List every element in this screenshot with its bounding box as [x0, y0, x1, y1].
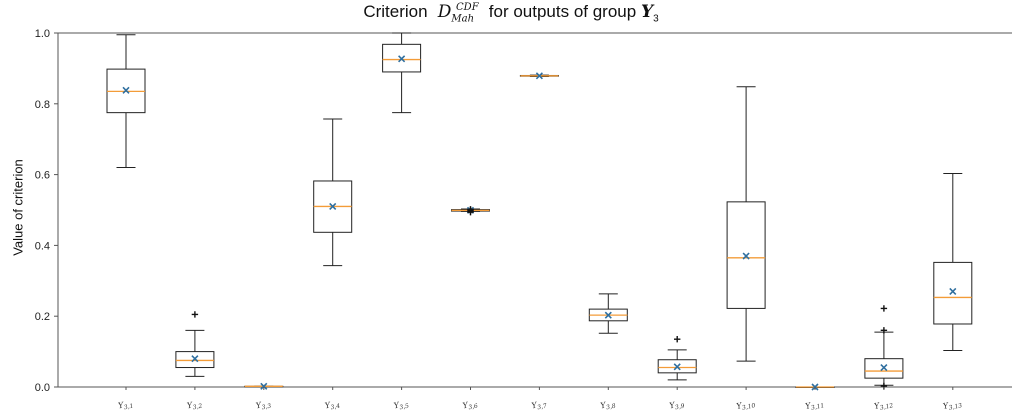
y-tick-label: 0.2	[35, 311, 50, 323]
mean-marker	[398, 55, 406, 63]
box-1	[106, 34, 146, 169]
title-prefix: Criterion	[363, 2, 428, 21]
x-tick-label: Y3,5	[393, 399, 410, 413]
flier-marker	[880, 305, 888, 312]
box-8	[588, 293, 628, 334]
mean-marker	[191, 355, 199, 363]
x-tick-label: Y3,1	[117, 399, 134, 413]
mean-marker	[260, 382, 268, 390]
x-tick-label: Y3,7	[531, 399, 548, 413]
title-symbol: DMahCDF	[432, 2, 484, 25]
mean-marker	[604, 311, 612, 319]
title-symbol-letter: D	[437, 2, 452, 22]
x-tick-label: Y3,11	[804, 398, 825, 413]
x-tick-label: Y3,13	[942, 398, 963, 413]
box-12	[864, 305, 904, 390]
x-tick-label: Y3,10	[736, 398, 757, 413]
x-tick-label: Y3,8	[600, 399, 617, 413]
y-tick-label: 1.0	[35, 28, 50, 40]
title-subscript: Mah	[451, 13, 475, 25]
box-body	[726, 201, 766, 309]
mean-marker	[880, 363, 888, 372]
box-5	[382, 32, 422, 114]
x-tick-label: Y3,12	[873, 398, 894, 413]
box-13	[933, 173, 973, 352]
box-4	[313, 118, 353, 267]
box-9	[657, 336, 697, 381]
box-6	[451, 206, 490, 216]
mean-marker	[122, 86, 130, 94]
y-tick-label: 0.6	[35, 170, 50, 182]
box-body	[175, 351, 215, 369]
flier-marker	[880, 327, 888, 334]
y-tick-label: 0.8	[35, 99, 50, 111]
x-tick-label: Y3,2	[186, 399, 203, 413]
title-suffix: for outputs of group	[488, 2, 637, 21]
mean-marker	[673, 363, 681, 371]
mean-marker	[742, 252, 750, 260]
flier-marker	[467, 206, 474, 213]
box-7	[519, 72, 559, 80]
flier-marker	[191, 311, 199, 318]
box-2	[175, 311, 215, 377]
box-body	[657, 359, 697, 374]
flier-marker	[674, 336, 681, 343]
box-body	[382, 43, 422, 73]
title-superscript: CDF	[456, 2, 479, 14]
x-tick-label: Y3,3	[255, 399, 272, 413]
title-group: Y	[640, 2, 654, 22]
box-body	[933, 261, 973, 325]
box-3	[244, 382, 284, 390]
box-10	[726, 86, 766, 362]
title-group-index: 3	[653, 13, 659, 25]
mean-marker	[329, 202, 337, 211]
y-tick-label: 0.4	[35, 240, 50, 252]
mean-marker	[949, 287, 957, 295]
x-tick-label: Y3,9	[668, 399, 685, 413]
mean-marker	[535, 72, 543, 80]
chart-title: Criterion DMahCDF for outputs of group Y…	[0, 2, 1022, 24]
y-tick-label: 0.0	[35, 382, 50, 394]
box-body	[864, 358, 904, 379]
x-tick-label: Y3,6	[462, 399, 479, 413]
x-tick-label: Y3,4	[324, 399, 341, 413]
